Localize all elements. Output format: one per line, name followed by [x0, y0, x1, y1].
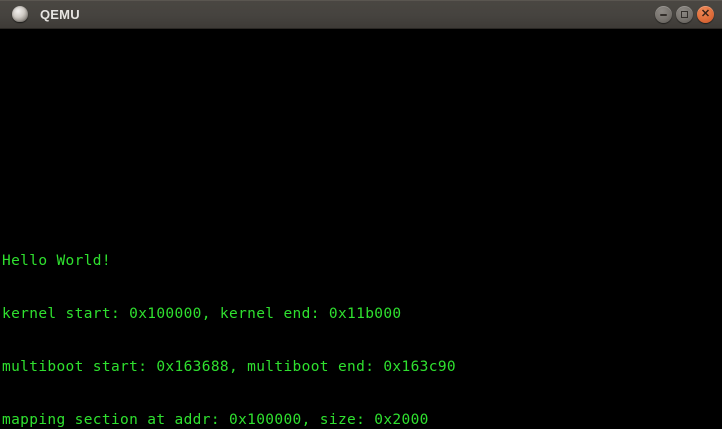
maximize-button[interactable] [676, 6, 693, 23]
maximize-icon [681, 11, 688, 18]
console-line: mapping section at addr: 0x100000, size:… [2, 411, 429, 428]
console-line: multiboot start: 0x163688, multiboot end… [2, 358, 456, 375]
qemu-app-icon [12, 6, 28, 22]
minimize-icon [660, 13, 667, 16]
window-titlebar[interactable]: QEMU ✕ [0, 0, 722, 29]
qemu-display-area[interactable]: Hello World! kernel start: 0x100000, ker… [0, 29, 722, 429]
console-line: Hello World! [2, 253, 111, 270]
window-title: QEMU [40, 6, 80, 22]
console-output: Hello World! kernel start: 0x100000, ker… [2, 218, 456, 429]
console-line: kernel start: 0x100000, kernel end: 0x11… [2, 305, 402, 322]
window-controls: ✕ [655, 0, 714, 29]
close-icon: ✕ [700, 7, 711, 20]
close-button[interactable]: ✕ [697, 6, 714, 23]
minimize-button[interactable] [655, 6, 672, 23]
